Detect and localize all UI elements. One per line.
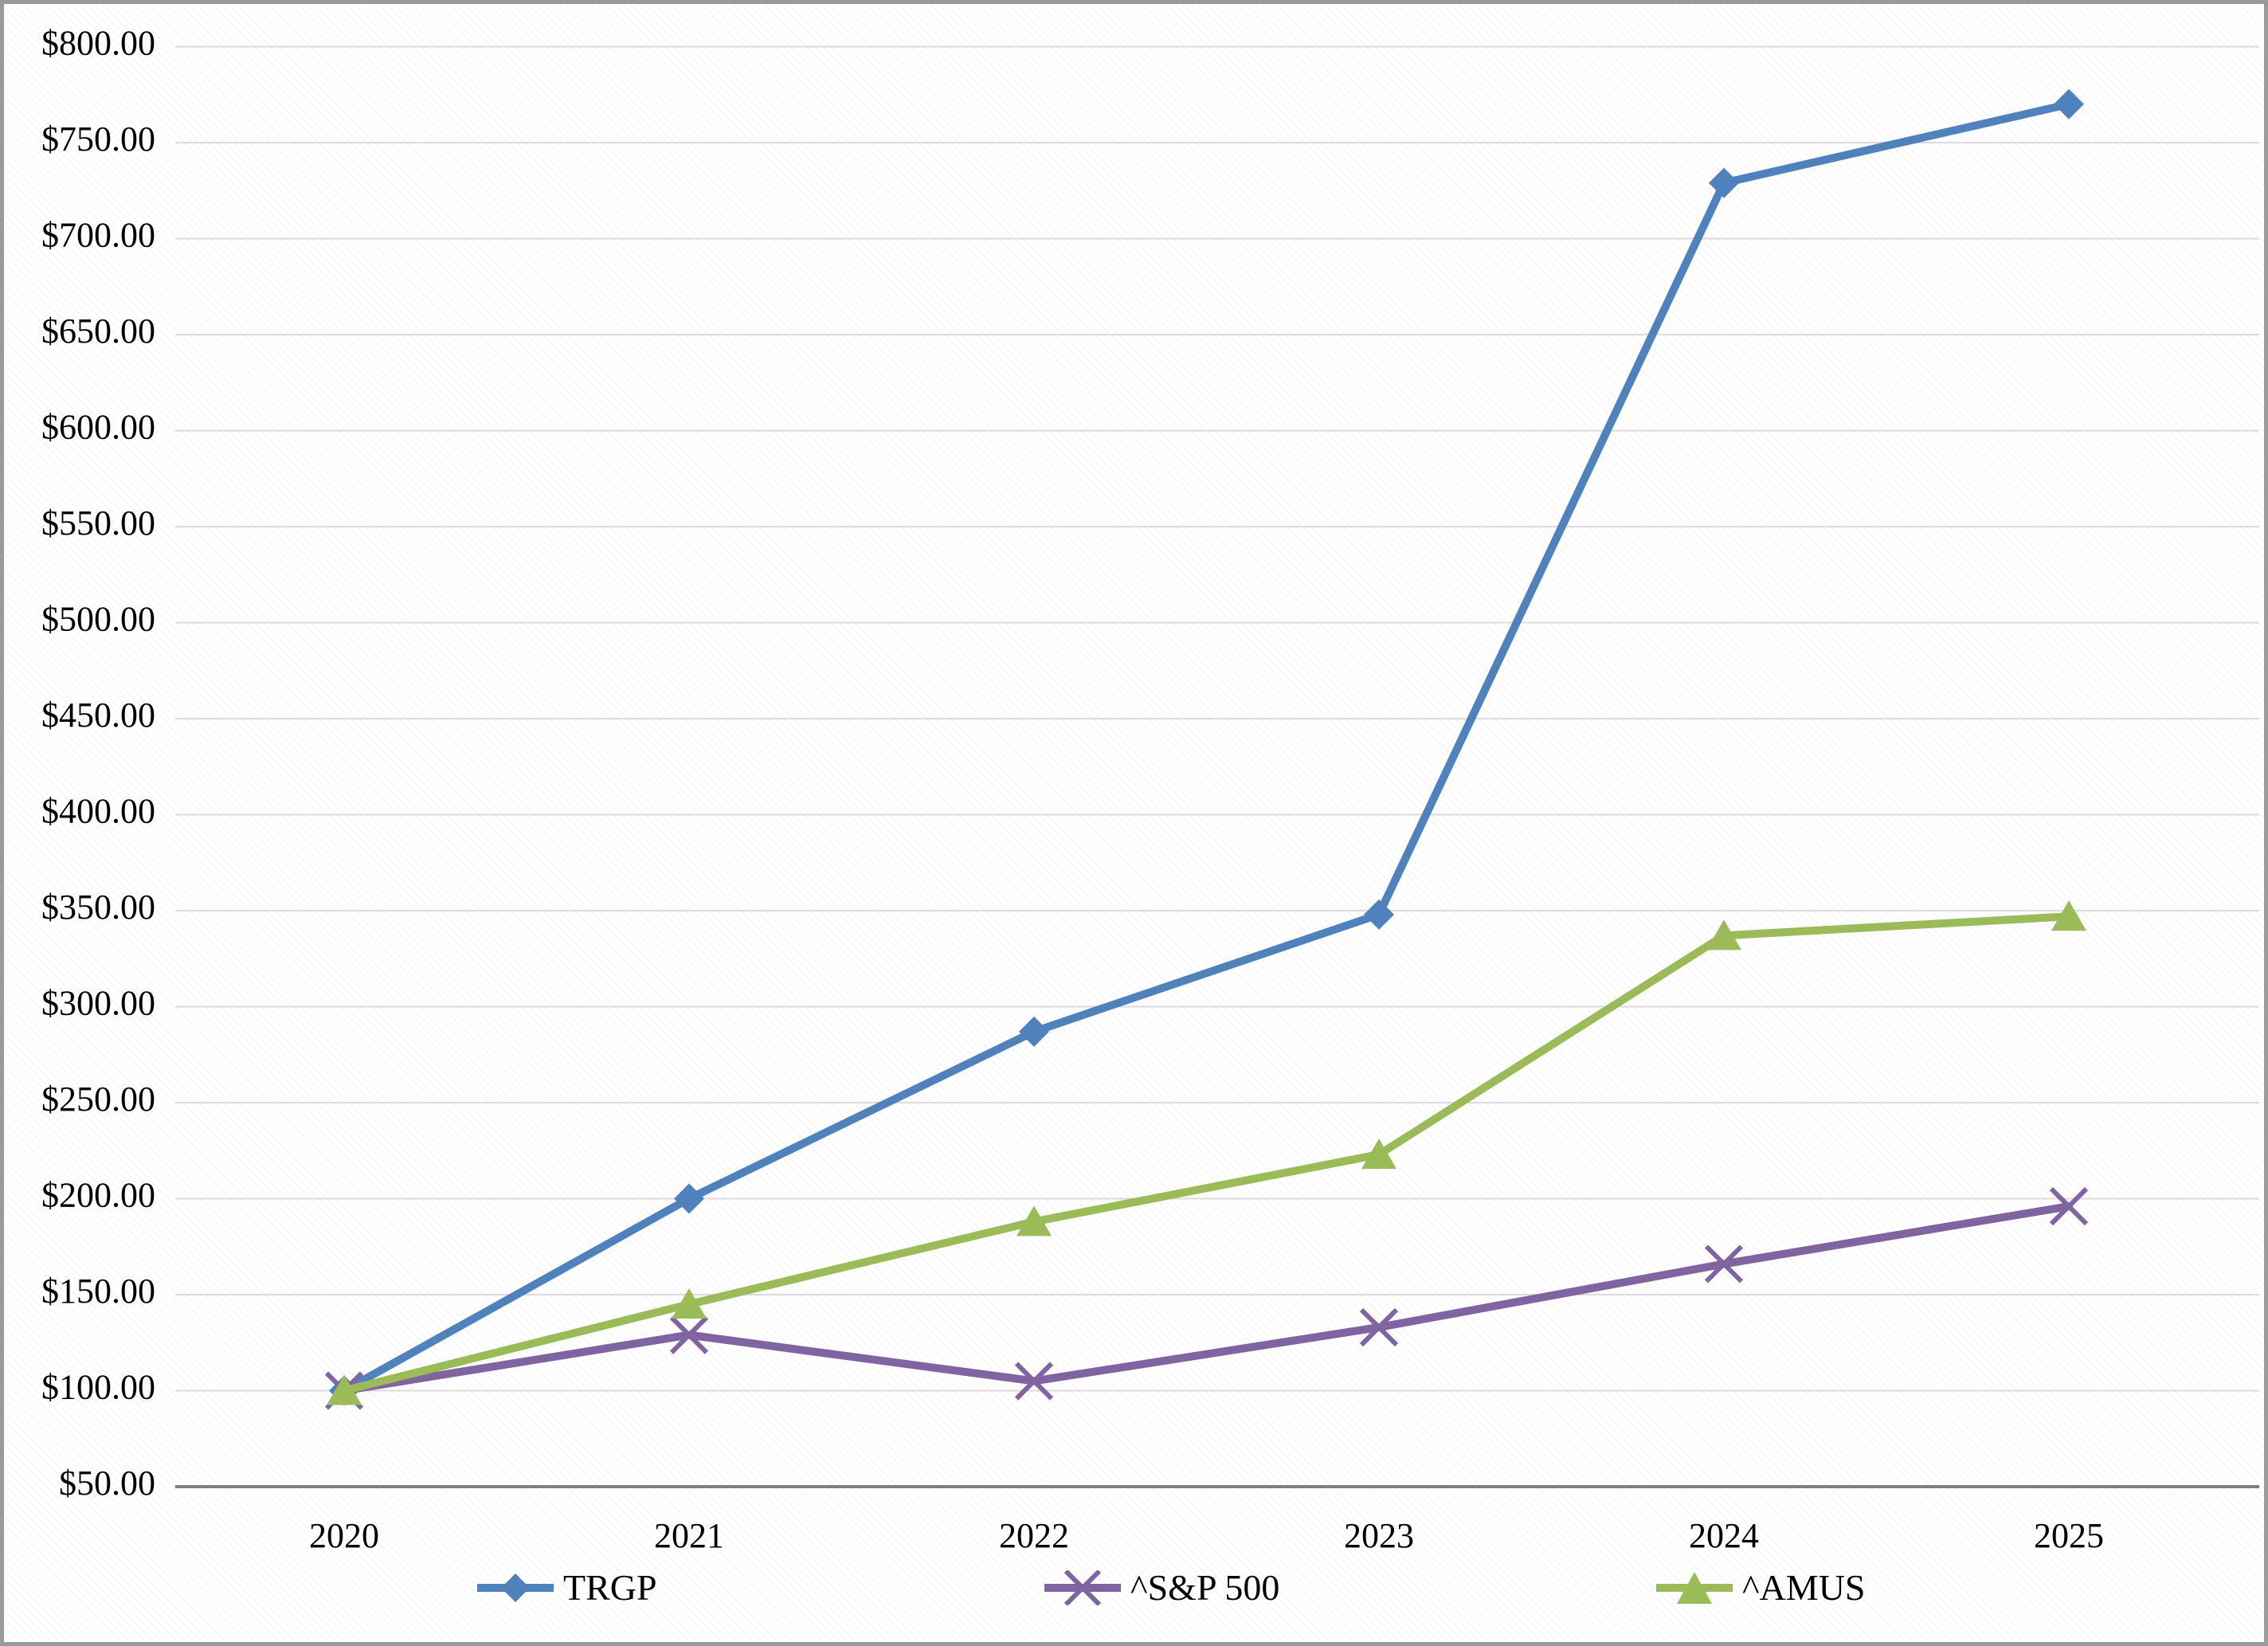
data-point-triangle[interactable] [327, 1374, 362, 1405]
legend-item-trgp[interactable]: TRGP [477, 1556, 657, 1620]
chart-legend: TRGP ^S&P 500 ^AMUS [4, 1556, 2264, 1620]
data-point-triangle[interactable] [1706, 919, 1741, 950]
legend-label-sp500: ^S&P 500 [1130, 1567, 1280, 1608]
legend-label-trgp: TRGP [563, 1567, 657, 1608]
data-point-x[interactable] [669, 1315, 709, 1354]
y-axis-tick-label: $350.00 [41, 888, 155, 927]
y-axis-tick-label: $650.00 [41, 312, 155, 351]
x-axis-year-label: 2024 [1689, 1516, 1759, 1555]
y-axis-tick-label: $600.00 [41, 408, 155, 447]
x-axis-year-label: 2020 [309, 1516, 379, 1555]
data-point-diamond[interactable] [2054, 88, 2084, 120]
data-point-diamond[interactable] [1019, 1016, 1049, 1047]
data-point-triangle[interactable] [1361, 1138, 1396, 1170]
sp500-x-marker-icon [1044, 1570, 1121, 1605]
legend-item-amus[interactable]: ^AMUS [1656, 1556, 1866, 1620]
y-axis-tick-label: $100.00 [41, 1368, 155, 1407]
x-axis-year-label: 2025 [2034, 1516, 2104, 1555]
amus-triangle-marker-icon [1656, 1572, 1733, 1604]
legend-item-sp500[interactable]: ^S&P 500 [1044, 1556, 1279, 1620]
trgp-diamond-marker-icon [477, 1573, 554, 1602]
series-line-triangle [340, 912, 2073, 1395]
x-axis-year-label: 2021 [654, 1516, 724, 1555]
y-axis-tick-label: $800.00 [41, 24, 155, 63]
y-axis-tick-label: $200.00 [41, 1176, 155, 1215]
series-line-diamond [340, 100, 2073, 1395]
data-point-diamond[interactable] [1364, 899, 1394, 930]
stock-performance-line-chart: $50.00 $100.00 $150.00 $200.00 $250.00 $300.0… [41, 24, 2259, 1555]
series-line-x [340, 1202, 2073, 1395]
data-point-triangle[interactable] [1016, 1205, 1052, 1236]
y-axis-tick-label: $300.00 [41, 984, 155, 1023]
data-point-x[interactable] [1704, 1244, 1744, 1283]
y-axis-tick-label: $450.00 [41, 696, 155, 735]
y-axis-tick-label: $250.00 [41, 1080, 155, 1119]
y-axis-tick-label: $550.00 [41, 504, 155, 543]
y-axis-tick-label: $700.00 [41, 216, 155, 255]
x-axis-year-label: 2023 [1344, 1516, 1414, 1555]
legend-label-amus: ^AMUS [1742, 1567, 1866, 1608]
data-point-x[interactable] [2049, 1187, 2089, 1226]
y-axis-tick-label: $500.00 [41, 600, 155, 639]
y-axis-tick-label: $150.00 [41, 1272, 155, 1311]
x-axis-year-label: 2022 [999, 1516, 1069, 1555]
y-axis-tick-label: $750.00 [41, 120, 155, 159]
data-point-diamond[interactable] [674, 1183, 704, 1214]
y-axis-tick-label: $400.00 [41, 792, 155, 831]
data-point-triangle[interactable] [2051, 900, 2086, 931]
data-point-triangle[interactable] [672, 1288, 707, 1319]
data-point-diamond[interactable] [1709, 167, 1739, 198]
data-point-x[interactable] [1359, 1307, 1399, 1347]
data-point-x[interactable] [1014, 1362, 1054, 1401]
y-axis-tick-label: $50.00 [59, 1464, 155, 1503]
